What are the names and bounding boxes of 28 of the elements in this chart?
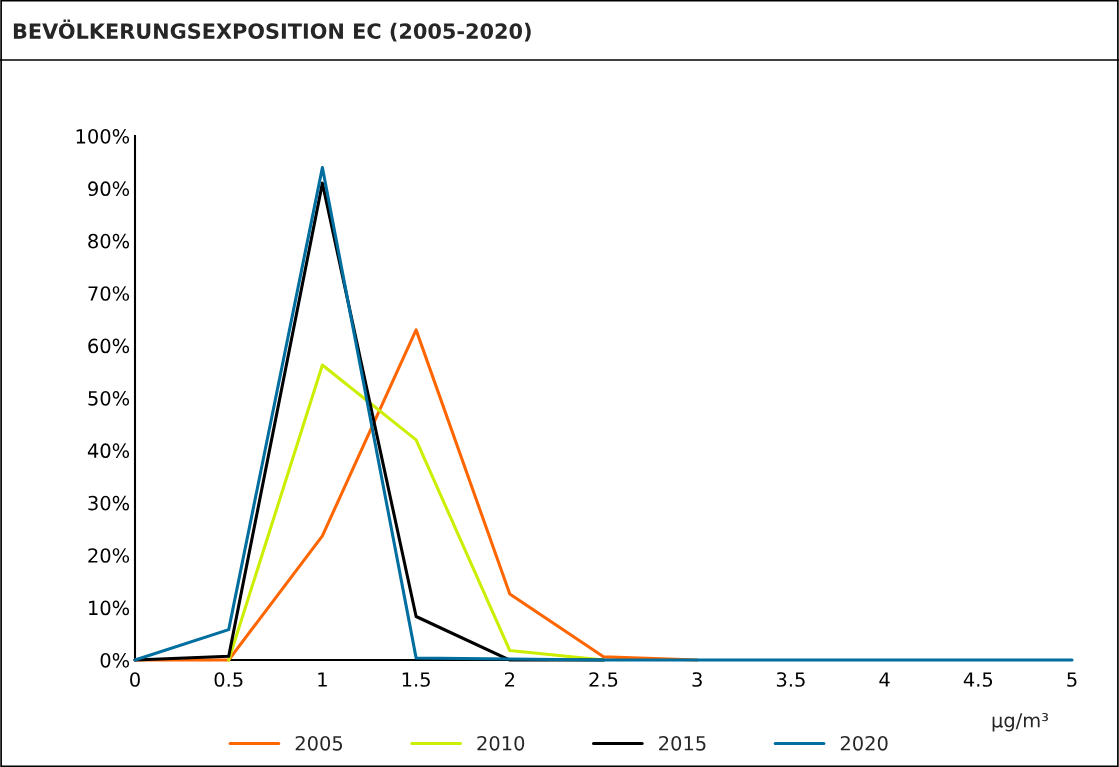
x-tick-label: 1.5 bbox=[402, 672, 430, 687]
y-tick-label: 50% bbox=[88, 390, 130, 406]
y-tick-label: 30% bbox=[88, 495, 130, 511]
y-tick-label: 40% bbox=[87, 443, 130, 459]
y-tick-label: 60% bbox=[88, 338, 130, 354]
x-tick-label: 2 bbox=[505, 672, 515, 687]
x-tick-label: 1 bbox=[318, 672, 327, 687]
x-tick-label: 0.5 bbox=[214, 672, 243, 687]
x-tick-label: 5 bbox=[1067, 672, 1077, 687]
x-tick-label: 3.5 bbox=[776, 672, 805, 687]
y-tick-label: 80% bbox=[88, 233, 130, 249]
legend-label: 2020 bbox=[840, 735, 888, 751]
y-tick-label: 0% bbox=[100, 652, 130, 668]
y-tick-label: 100% bbox=[76, 128, 130, 144]
x-tick-label: 0 bbox=[130, 672, 140, 687]
y-tick-label: 90% bbox=[88, 181, 130, 197]
y-tick-label: 70% bbox=[88, 286, 130, 301]
x-tick-label: 3 bbox=[692, 672, 702, 687]
x-tick-label: 2.5 bbox=[589, 672, 618, 687]
x-tick-label: 4.5 bbox=[963, 672, 993, 687]
chart-title: BEVÖLKERUNGSEXPOSITION EC (2005-2020) bbox=[13, 19, 531, 42]
legend-label: 2015 bbox=[659, 735, 706, 751]
legend-label: 2005 bbox=[295, 735, 343, 751]
legend-label: 2010 bbox=[477, 735, 525, 751]
x-axis-title: µg/m³ bbox=[992, 712, 1049, 732]
y-tick-label: 10% bbox=[89, 600, 130, 616]
y-tick-label: 20% bbox=[88, 548, 130, 563]
x-tick-label: 4 bbox=[879, 672, 890, 687]
